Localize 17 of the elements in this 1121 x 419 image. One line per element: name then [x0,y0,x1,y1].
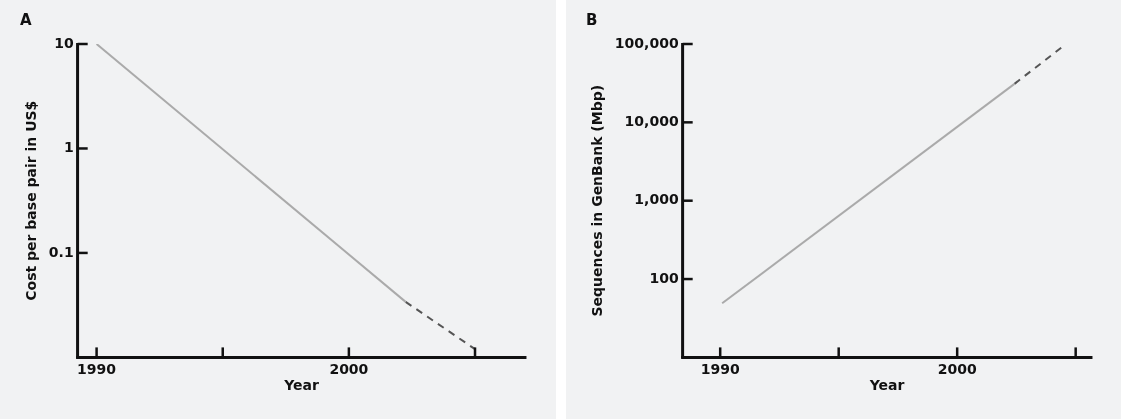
x-tick-label: 2000 [937,361,977,378]
x-tick-label: 2000 [329,361,369,378]
y-tick-label: 100,000 [614,34,679,51]
y-tick-label: 10 [54,34,74,51]
x-tick-label: 1990 [77,361,117,378]
x-axis-title: Year [868,377,905,394]
y-axis-title: Sequences in GenBank (Mbp) [588,84,605,317]
x-tick-label: 1990 [700,361,740,378]
x-axis-title: Year [283,377,320,394]
y-tick-label: 1,000 [633,191,679,208]
y-tick-label: 100 [648,269,679,286]
y-tick-label: 10,000 [624,113,679,129]
y-axis-title: Cost per base pair in US$ [23,100,40,301]
chart-title: A [20,10,33,29]
y-tick-label: 1 [63,139,74,156]
y-tick-label: 0.1 [48,243,74,260]
chart-title: B [585,10,597,29]
